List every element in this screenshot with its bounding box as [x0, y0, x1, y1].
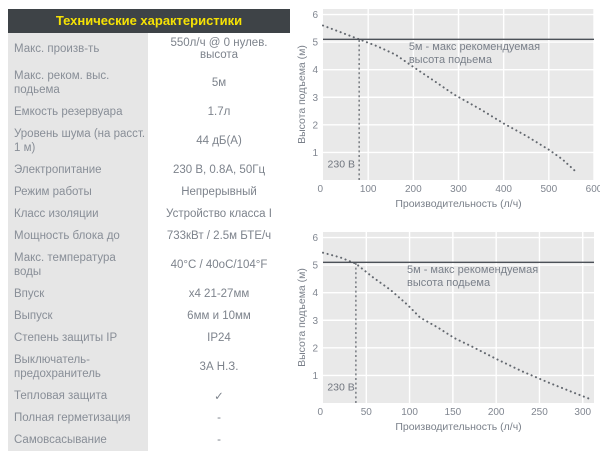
y-axis-label: Высота подъема (м) [296, 268, 308, 367]
spec-row: Тепловая защита ✓ [8, 385, 290, 408]
x-tick-label: 200 [405, 184, 422, 195]
x-tick-label: 50 [361, 407, 373, 418]
x-tick-label: 0 [317, 184, 323, 195]
x-tick-label: 600 [586, 184, 600, 195]
performance-curve-600: 5м - макс рекомендуемая высота подьема 230… [296, 2, 600, 214]
performance-curve-300: 5м - макс рекомендуемая высота подьема 230… [296, 225, 600, 437]
spec-row: Степень защиты IP IP24 [8, 327, 290, 350]
x-axis-label: Производительность (л/ч) [395, 421, 521, 433]
spec-value: 44 дБ(А) [196, 135, 242, 148]
x-tick-label: 250 [531, 407, 548, 418]
spec-value: 550л/ч @ 0 нулев. высота [170, 37, 268, 61]
spec-label: Впуск [8, 283, 148, 306]
spec-row: Режим работы Непрерывный [8, 181, 290, 204]
y-tick-label: 1 [312, 148, 318, 159]
spec-label: Самовсасывание [8, 429, 148, 451]
spec-row: Выключатель-предохранитель 3А Н.З. [8, 349, 290, 386]
x-tick-label: 200 [488, 407, 505, 418]
y-axis-label: Высота подъема (м) [296, 45, 308, 144]
spec-table: Технические характеристики Макс. произв-… [8, 9, 290, 451]
spec-value: х4 21-27мм [188, 288, 250, 301]
spec-value: 733кВт / 2.5м БТЕ/ч [166, 230, 272, 243]
spec-value: Непрерывный [181, 186, 257, 199]
x-tick-label: 0 [317, 407, 323, 418]
spec-label: Макс. произв-ть [8, 33, 148, 65]
max-height-annotation: 5м - макс рекомендуемая [407, 264, 538, 276]
spec-value: IP24 [207, 332, 231, 345]
spec-value: 3А Н.З. [199, 361, 239, 374]
spec-value: 1.7л [207, 106, 231, 119]
spec-row: Полная герметизация - [8, 407, 290, 430]
x-tick-label: 100 [401, 407, 418, 418]
voltage-label: 230 В [327, 382, 354, 394]
spec-value: - [217, 412, 221, 425]
x-tick-label: 100 [360, 184, 377, 195]
spec-label: Емкость резервуара [8, 101, 148, 124]
voltage-label: 230 В [328, 159, 355, 171]
y-tick-label: 4 [312, 288, 318, 299]
spec-row: Впуск х4 21-27мм [8, 283, 290, 306]
y-tick-label: 4 [312, 65, 318, 76]
spec-row: Макс. температура воды 40°C / 40оС/104°F [8, 247, 290, 284]
x-tick-label: 400 [495, 184, 512, 195]
x-tick-label: 150 [445, 407, 462, 418]
spec-label: Тепловая защита [8, 385, 148, 408]
spec-label: Выпуск [8, 305, 148, 328]
max-height-annotation: высота подьема [409, 54, 493, 66]
spec-row: Электропитание 230 В, 0.8А, 50Гц [8, 159, 290, 182]
performance-charts: 5м - макс рекомендуемая высота подьема 230… [296, 2, 600, 437]
spec-value: 6мм и 10мм [187, 310, 251, 323]
spec-label: Степень защиты IP [8, 327, 148, 350]
x-tick-label: 300 [450, 184, 467, 195]
y-tick-label: 5 [312, 261, 318, 272]
y-tick-label: 2 [312, 343, 318, 354]
spec-label: Полная герметизация [8, 407, 148, 430]
spec-label: Электропитание [8, 159, 148, 182]
spec-label: Уровень шума (на расст. 1 м) [8, 123, 148, 160]
spec-label: Выключатель-предохранитель [8, 349, 148, 386]
spec-row: Уровень шума (на расст. 1 м) 44 дБ(А) [8, 123, 290, 160]
spec-label: Режим работы [8, 181, 148, 204]
spec-label: Макс. температура воды [8, 247, 148, 284]
spec-row: Выпуск 6мм и 10мм [8, 305, 290, 328]
x-tick-label: 300 [574, 407, 591, 418]
y-tick-label: 1 [312, 371, 318, 382]
max-height-annotation: высота подьема [407, 277, 491, 289]
spec-row: Мощность блока до 733кВт / 2.5м БТЕ/ч [8, 225, 290, 248]
y-tick-label: 2 [312, 120, 318, 131]
spec-row: Макс. реком. выс. подьема 5м [8, 65, 290, 102]
spec-value: Устройство класса I [166, 208, 272, 221]
y-tick-label: 5 [312, 38, 318, 49]
y-tick-label: 3 [312, 93, 318, 104]
y-tick-label: 6 [312, 233, 318, 244]
spec-table-header: Технические характеристики [8, 9, 290, 33]
y-tick-label: 3 [312, 316, 318, 327]
spec-row: Макс. произв-ть 550л/ч @ 0 нулев. высота [8, 33, 290, 65]
max-height-annotation: 5м - макс рекомендуемая [409, 41, 540, 53]
spec-row: Емкость резервуара 1.7л [8, 101, 290, 124]
x-axis-label: Производительность (л/ч) [395, 198, 521, 210]
spec-rows: Макс. произв-ть 550л/ч @ 0 нулев. высота М… [8, 33, 290, 451]
x-tick-label: 500 [540, 184, 557, 195]
spec-label: Класс изоляции [8, 203, 148, 226]
y-tick-label: 6 [312, 10, 318, 21]
spec-label: Макс. реком. выс. подьема [8, 65, 148, 102]
spec-value: 230 В, 0.8А, 50Гц [172, 164, 266, 177]
spec-label: Мощность блока до [8, 225, 148, 248]
spec-value: ✓ [214, 391, 224, 404]
spec-row: Самовсасывание - [8, 429, 290, 451]
spec-value: 40°C / 40оС/104°F [170, 259, 268, 272]
spec-row: Класс изоляции Устройство класса I [8, 203, 290, 226]
spec-value: 5м [211, 77, 227, 90]
spec-value: - [217, 434, 221, 447]
